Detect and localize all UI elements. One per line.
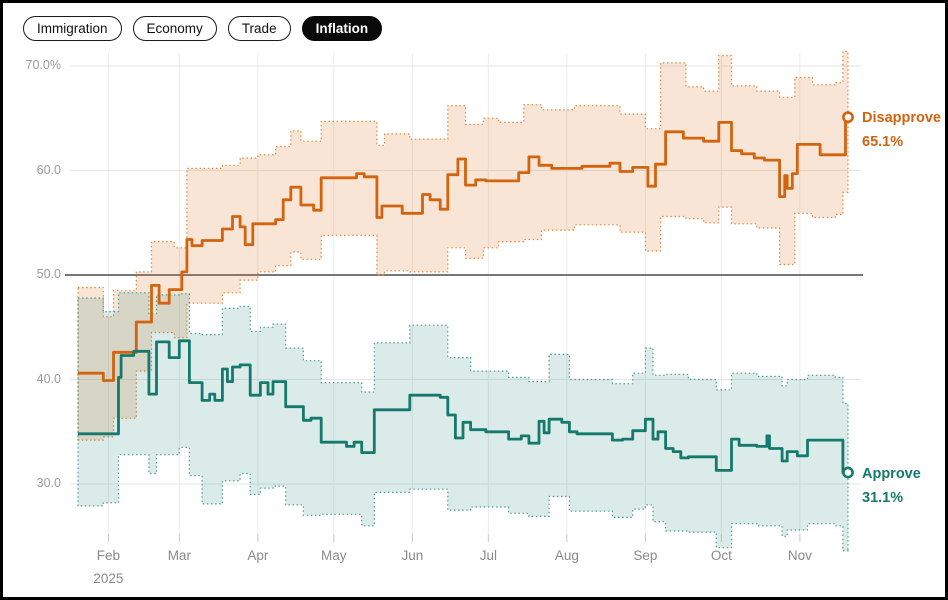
y-axis-label: 50.0 <box>36 267 61 281</box>
disapprove-end-label: Disapprove 65.1% <box>862 106 941 154</box>
x-axis-label: Aug <box>554 548 579 563</box>
x-axis-label: Jun <box>401 548 424 563</box>
x-axis-label: Mar <box>167 548 191 563</box>
tab-immigration[interactable]: Immigration <box>23 16 122 41</box>
x-axis-label: May <box>321 548 347 563</box>
approve-line <box>78 339 848 474</box>
y-axis-label: 60.0 <box>36 162 61 177</box>
disapprove-endpoint-marker <box>842 111 854 124</box>
approve-end-value: 31.1% <box>862 489 904 506</box>
x-axis-label: Oct <box>710 548 732 563</box>
disapprove-series-label: Disapprove <box>862 110 941 127</box>
x-axis-label: Apr <box>247 548 269 563</box>
approve-endpoint-marker <box>842 466 854 479</box>
tab-economy[interactable]: Economy <box>132 16 217 41</box>
x-axis-year-label: 2025 <box>93 571 124 586</box>
topic-tab-bar: Immigration Economy Trade Inflation <box>23 16 383 41</box>
x-axis-label: Nov <box>787 548 812 563</box>
approve-band-edge <box>77 292 849 552</box>
x-axis-label: Jul <box>479 548 497 563</box>
approval-chart <box>65 50 863 552</box>
x-axis-label: Feb <box>96 548 121 563</box>
disapprove-line <box>78 115 848 382</box>
disapprove-end-value: 65.1% <box>862 134 904 151</box>
approve-end-label: Approve 31.1% <box>862 462 921 510</box>
y-axis-label: 40.0 <box>36 371 61 386</box>
approve-series-label: Approve <box>862 465 921 482</box>
y-axis-label: 70.0% <box>25 58 61 72</box>
y-axis-label: 30.0 <box>36 476 61 490</box>
x-axis-label: Sep <box>633 548 658 563</box>
tab-inflation[interactable]: Inflation <box>301 16 383 41</box>
disapprove-band-fill <box>78 51 848 441</box>
tab-trade[interactable]: Trade <box>227 16 291 41</box>
